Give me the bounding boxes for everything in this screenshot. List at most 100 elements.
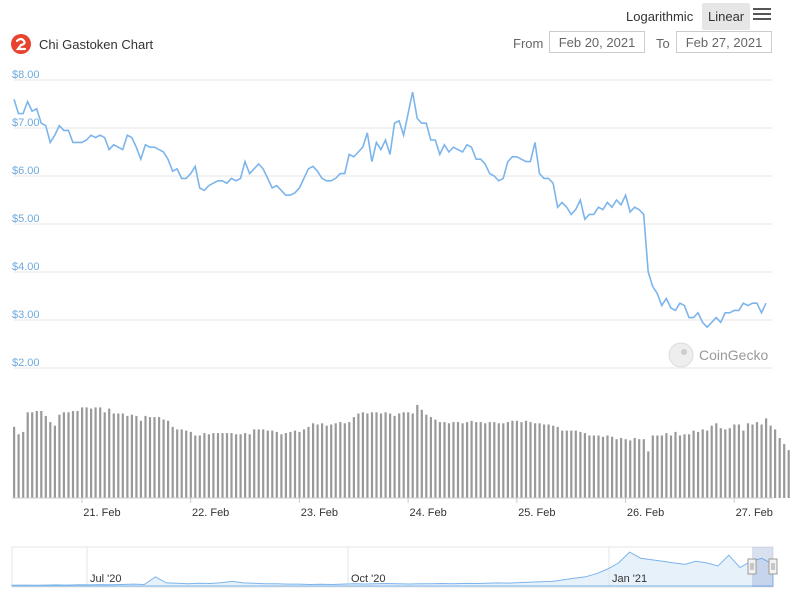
volume-bar — [511, 420, 514, 498]
x-tick-label: 27. Feb — [736, 507, 773, 519]
chart-header: Chi Gastoken Chart — [11, 34, 153, 54]
volume-bar — [565, 430, 568, 498]
volume-bar — [271, 430, 274, 498]
volume-bar — [71, 411, 75, 498]
volume-bar — [475, 422, 478, 499]
volume-bar — [719, 428, 722, 498]
volume-bar — [375, 412, 378, 499]
volume-bar — [615, 439, 618, 498]
volume-bar — [665, 433, 668, 498]
volume-bar — [162, 419, 165, 498]
to-label: To — [656, 36, 670, 51]
volume-bar — [660, 435, 663, 498]
y-tick-label: $5.00 — [12, 213, 40, 225]
volume-bar — [506, 422, 509, 499]
volume-bar — [379, 413, 383, 498]
volume-bar — [307, 426, 310, 498]
volume-bar — [280, 434, 283, 498]
volume-bar — [171, 426, 174, 498]
volume-bar — [357, 413, 360, 498]
volume-bar — [35, 411, 38, 498]
volume-bar — [144, 415, 147, 498]
navigator[interactable]: Jul '20 Oct '20 Jan '21 — [11, 546, 778, 588]
volume-bar — [647, 451, 650, 498]
volume-bar — [592, 435, 595, 498]
volume-bar — [221, 433, 224, 498]
volume-bar — [103, 412, 106, 499]
price-line[interactable] — [13, 91, 767, 329]
volume-bar — [248, 434, 251, 498]
volume-bar — [710, 425, 713, 498]
volume-bar — [53, 425, 56, 498]
volume-bar — [130, 414, 133, 498]
volume-bar — [244, 433, 247, 498]
volume-bar — [158, 417, 161, 498]
volume-bar — [343, 423, 346, 498]
date-axis-labels: 21. Feb 22. Feb 23. Feb 24. Feb 25. Feb 26. F… — [81, 498, 773, 519]
volume-bar — [438, 422, 441, 499]
logarithmic-scale-button[interactable]: Logarithmic — [626, 9, 694, 24]
volume-bar — [67, 412, 70, 499]
volume-bar — [153, 417, 156, 498]
navigator-right-handle[interactable] — [768, 558, 778, 575]
from-date-input[interactable]: Feb 20, 2021 — [549, 31, 645, 53]
volume-bar — [266, 430, 269, 498]
volume-bar — [26, 412, 29, 499]
volume-bar — [669, 435, 673, 498]
volume-bar — [620, 438, 623, 498]
hamburger-menu-icon[interactable] — [753, 6, 771, 22]
linear-scale-button[interactable]: Linear — [702, 3, 751, 30]
to-date-input[interactable]: Feb 27, 2021 — [676, 31, 772, 53]
volume-bar — [656, 435, 659, 498]
volume-bar — [597, 435, 600, 498]
volume-bar — [384, 412, 387, 499]
volume-bar — [298, 431, 301, 499]
volume-bar — [416, 404, 419, 498]
volume-bar — [40, 411, 43, 498]
volume-bar — [90, 408, 93, 498]
navigator-selection[interactable] — [752, 547, 773, 587]
volume-bar — [552, 425, 555, 498]
volume-bar — [765, 418, 768, 498]
volume-bar — [189, 431, 192, 499]
volume-bar — [339, 422, 342, 499]
volume-bar — [239, 434, 242, 498]
volume-bar — [139, 420, 142, 498]
volume-bar — [484, 423, 487, 498]
volume-bar — [121, 413, 124, 498]
volume-bar — [547, 424, 550, 498]
volume-bar — [520, 422, 523, 499]
volume-bar — [185, 430, 188, 498]
navigator-tick-label: Oct '20 — [351, 573, 386, 585]
volume-bars — [13, 404, 790, 499]
volume-bar — [253, 429, 256, 498]
navigator-area — [11, 551, 774, 587]
navigator-tick-label: Jul '20 — [90, 573, 121, 585]
volume-bar — [225, 433, 229, 498]
volume-bar — [678, 435, 682, 498]
volume-bar — [316, 424, 319, 498]
volume-bar — [230, 433, 233, 498]
volume-bar — [588, 435, 591, 498]
volume-bar — [112, 413, 115, 498]
volume-bar — [407, 412, 410, 499]
navigator-left-handle[interactable] — [747, 558, 757, 575]
volume-bar — [81, 407, 84, 499]
volume-bar — [570, 430, 573, 498]
volume-bar — [284, 433, 287, 498]
volume-bar — [701, 429, 704, 498]
volume-bar — [479, 422, 482, 499]
volume-bar — [85, 407, 88, 499]
volume-bar — [198, 435, 201, 498]
volume-bar — [262, 429, 265, 498]
volume-bar — [22, 431, 25, 499]
volume-bar — [194, 435, 197, 498]
volume-bar — [606, 435, 609, 498]
volume-bar — [257, 429, 260, 498]
x-tick-label: 22. Feb — [192, 507, 229, 519]
volume-bar — [583, 433, 586, 498]
volume-bar — [774, 429, 777, 498]
volume-bar — [44, 415, 47, 498]
volume-bar — [312, 423, 315, 498]
